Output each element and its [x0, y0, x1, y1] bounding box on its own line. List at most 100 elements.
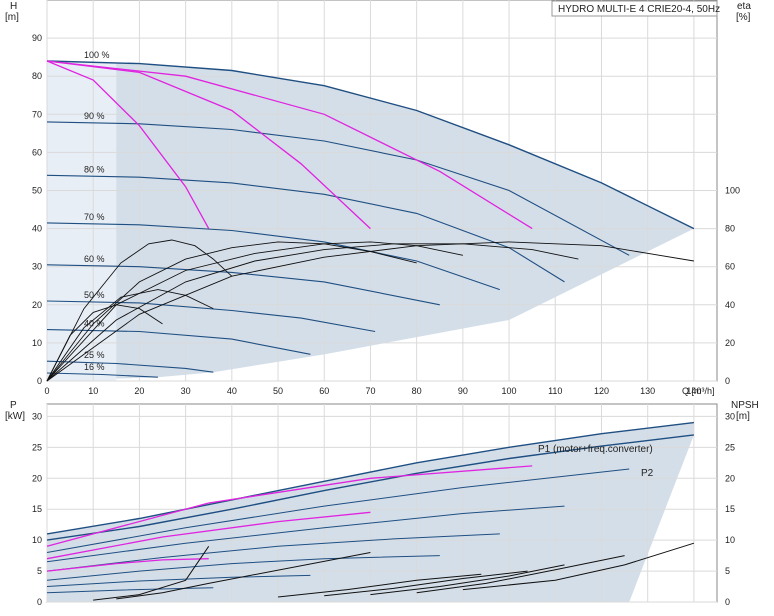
left-axis-label: H: [10, 1, 17, 12]
power-curve: [46, 587, 214, 594]
left-tick-label: 60: [32, 147, 42, 157]
system-power-curve: [46, 558, 209, 572]
speed-curve-label: 70 %: [84, 212, 105, 222]
x-tick-label: 100: [502, 386, 517, 396]
x-tick-label: 90: [458, 386, 468, 396]
speed-curve: [46, 60, 695, 230]
x-tick-label: 70: [365, 386, 375, 396]
x-tick-label: 60: [319, 386, 329, 396]
bottom-right-tick-label: 0: [725, 597, 730, 607]
power-curve: [46, 434, 694, 541]
power-curve: [46, 421, 694, 535]
power-curve: [46, 555, 440, 581]
npsh-curve: [277, 573, 482, 598]
p2-label: P2: [641, 468, 654, 479]
x-tick-label: 20: [134, 386, 144, 396]
x-tick-label: 130: [640, 386, 655, 396]
npsh-curve: [462, 542, 695, 591]
efficiency-curve: [46, 304, 163, 382]
speed-curve: [46, 121, 630, 256]
bottom-left-axis-unit: [kW]: [5, 411, 25, 422]
speed-curve-label: 50 %: [84, 290, 105, 300]
bottom-chart-axes: 0 5 10 15 20 25 30 0 5 10 15 20 25 30: [32, 403, 735, 607]
right-tick-label: 0: [725, 376, 730, 386]
bottom-left-axis-label: P: [10, 400, 17, 411]
bottom-left-tick-label: 10: [32, 535, 42, 545]
npsh-curve: [116, 552, 371, 600]
bottom-left-tick-label: 30: [32, 411, 42, 421]
x-tick-label: 0: [44, 386, 49, 396]
power-curve: [46, 574, 311, 587]
speed-curve-label: 25 %: [84, 350, 105, 360]
x-tick-label: 30: [181, 386, 191, 396]
x-axis-label: Q [m³/h]: [682, 386, 715, 396]
bottom-right-tick-label: 25: [725, 442, 735, 452]
speed-curve-label: 40 %: [84, 319, 105, 329]
left-tick-label: 80: [32, 71, 42, 81]
bottom-right-tick-label: 20: [725, 473, 735, 483]
left-tick-label: 30: [32, 262, 42, 272]
system-curve: [46, 60, 210, 229]
speed-curve-label: 16 %: [84, 362, 105, 372]
speed-curve: [46, 372, 158, 378]
right-axis-label: eta: [737, 1, 751, 12]
efficiency-curve: [46, 289, 214, 382]
left-tick-label: 70: [32, 109, 42, 119]
bottom-left-tick-label: 25: [32, 442, 42, 452]
speed-curve: [46, 222, 500, 291]
bottom-left-tick-label: 20: [32, 473, 42, 483]
speed-curve-label: 90 %: [84, 111, 105, 121]
system-power-curve: [46, 465, 533, 547]
speed-curve-label: 60 %: [84, 254, 105, 264]
efficiency-curve: [46, 243, 579, 382]
left-tick-label: 90: [32, 33, 42, 43]
bottom-right-tick-label: 30: [725, 411, 735, 421]
x-tick-label: 80: [412, 386, 422, 396]
bottom-right-tick-label: 10: [725, 535, 735, 545]
npsh-curve: [324, 570, 528, 597]
p1-label: P1 (motor+freq.converter): [538, 444, 653, 455]
x-tick-label: 140: [686, 386, 701, 396]
power-curve: [46, 468, 630, 553]
title-box: [551, 0, 718, 17]
system-power-curve: [46, 511, 371, 560]
power-curve: [46, 505, 565, 563]
right-tick-label: 100: [725, 186, 740, 196]
speed-curve: [46, 300, 376, 333]
x-tick-label: 110: [548, 386, 562, 396]
bottom-left-tick-label: 0: [37, 597, 42, 607]
right-tick-label: 40: [725, 300, 735, 310]
bottom-right-tick-label: 15: [725, 504, 735, 514]
efficiency-curve: [46, 241, 417, 382]
left-axis-unit: [m]: [5, 12, 19, 23]
npsh-curve: [370, 564, 565, 596]
power-curve: [46, 533, 500, 572]
right-axis-unit: [%]: [736, 12, 751, 23]
npsh-curve: [93, 546, 210, 601]
efficiency-curve: [46, 239, 233, 382]
top-chart-labels: HYDRO MULTI-E 4 CRIE20-4, 50Hz H [m] eta…: [5, 0, 759, 479]
speed-curve: [46, 360, 214, 373]
x-tick-label: 10: [88, 386, 98, 396]
efficiency-curve: [46, 241, 463, 382]
left-tick-label: 10: [32, 338, 42, 348]
left-tick-label: 20: [32, 300, 42, 310]
left-tick-label: 50: [32, 186, 42, 196]
bottom-left-tick-label: 15: [32, 504, 42, 514]
speed-curve: [46, 264, 440, 306]
system-curve: [46, 60, 533, 230]
npsh-curve: [416, 555, 625, 594]
left-tick-label: 40: [32, 224, 42, 234]
bottom-left-tick-label: 5: [37, 566, 42, 576]
speed-curve-label: 100 %: [84, 50, 110, 60]
bottom-chart-curves: [46, 421, 695, 601]
left-tick-label: 0: [37, 376, 42, 386]
x-tick-label: 40: [227, 386, 237, 396]
bottom-right-tick-label: 5: [725, 566, 730, 576]
top-low-flow-region: [47, 60, 117, 382]
chart-title: HYDRO MULTI-E 4 CRIE20-4, 50Hz: [558, 4, 720, 15]
right-tick-label: 80: [725, 224, 735, 234]
system-curve: [46, 60, 371, 230]
